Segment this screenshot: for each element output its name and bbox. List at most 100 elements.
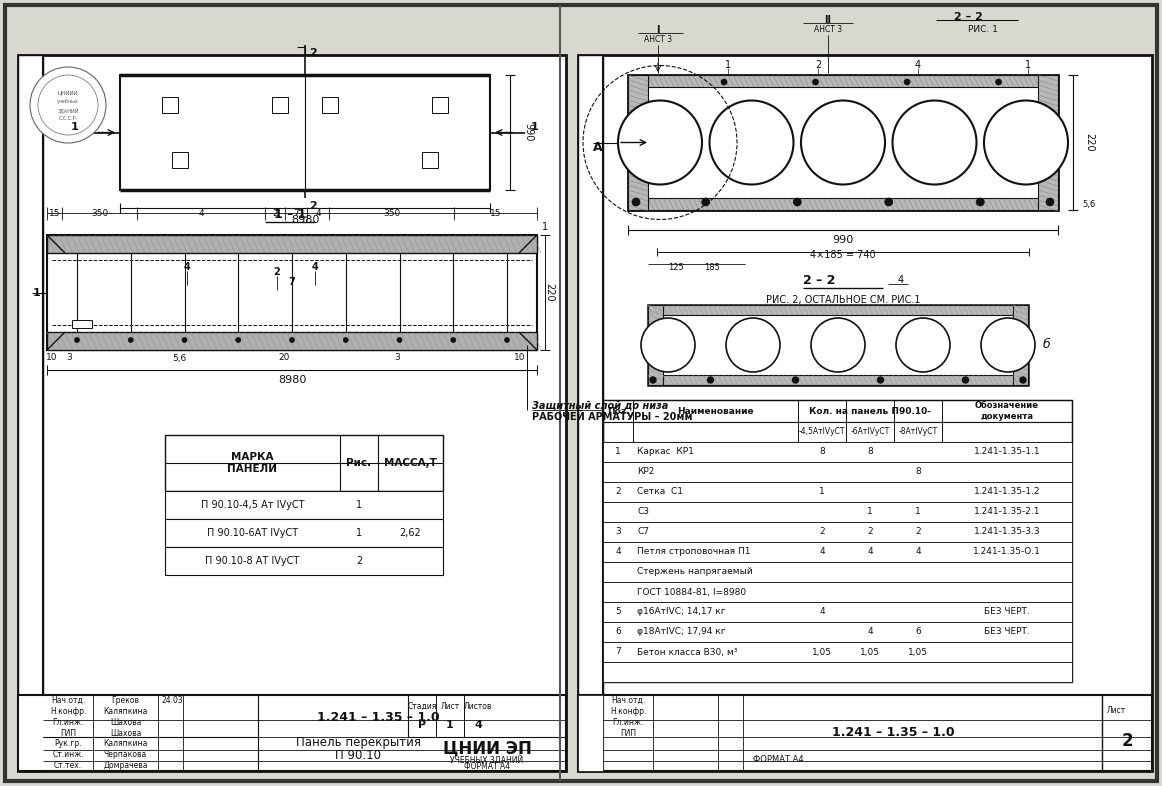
Text: 350: 350: [91, 208, 108, 218]
Circle shape: [896, 318, 951, 372]
Text: Ст.тех.: Ст.тех.: [53, 761, 83, 770]
Circle shape: [650, 377, 657, 383]
Text: Н.конфр.: Н.конфр.: [610, 707, 646, 716]
Text: 1.241 – 1.35 – 1.0: 1.241 – 1.35 – 1.0: [317, 711, 439, 725]
Text: 2 – 2: 2 – 2: [954, 12, 982, 22]
Circle shape: [632, 198, 640, 206]
Text: 2: 2: [356, 556, 363, 566]
Text: Петля строповочная П1: Петля строповочная П1: [637, 548, 751, 556]
Bar: [627, 75, 1057, 87]
Text: ФОРМАТ А4: ФОРМАТ А4: [753, 755, 803, 764]
Bar: [17, 55, 566, 771]
Text: Каляпкина: Каляпкина: [103, 707, 148, 716]
Text: 24.03: 24.03: [162, 696, 184, 705]
Bar: [603, 522, 1073, 542]
Text: Наименование: Наименование: [677, 406, 754, 416]
Text: ГИП: ГИП: [621, 729, 636, 737]
Text: 2,62: 2,62: [400, 528, 422, 538]
Text: БЕЗ ЧЕРТ.: БЕЗ ЧЕРТ.: [984, 627, 1030, 637]
Bar: [162, 97, 178, 113]
Text: РИС. 1: РИС. 1: [968, 25, 998, 35]
Text: 8980: 8980: [290, 215, 320, 225]
Text: 4: 4: [199, 208, 203, 218]
Text: 1,05: 1,05: [860, 648, 880, 656]
Text: 350: 350: [382, 208, 400, 218]
Text: 7: 7: [288, 277, 295, 287]
Bar: [72, 320, 92, 328]
Text: 1: 1: [356, 500, 363, 510]
Bar: [603, 602, 1073, 622]
Text: Нач.отд.: Нач.отд.: [51, 696, 85, 705]
Text: 8: 8: [916, 468, 920, 476]
Text: Листов: Листов: [464, 702, 493, 711]
Circle shape: [962, 377, 968, 383]
Text: Каркас  КР1: Каркас КР1: [637, 447, 694, 457]
Text: Обозначение
документа: Обозначение документа: [975, 402, 1039, 421]
Text: 3: 3: [66, 354, 72, 362]
Bar: [648, 305, 664, 385]
Text: 3: 3: [394, 354, 400, 362]
Circle shape: [236, 337, 241, 343]
Circle shape: [618, 101, 702, 185]
Text: 1: 1: [34, 288, 41, 297]
Circle shape: [996, 79, 1002, 85]
Bar: [46, 332, 537, 350]
Text: -4,5АтIVуСТ: -4,5АтIVуСТ: [798, 428, 845, 436]
Bar: [603, 400, 1073, 682]
Text: ЗДАНИЙ: ЗДАНИЙ: [57, 107, 79, 113]
Text: 2: 2: [272, 208, 278, 218]
Text: С.С.С.Р.: С.С.С.Р.: [58, 116, 78, 122]
Circle shape: [812, 79, 818, 85]
Bar: [603, 662, 1073, 682]
Circle shape: [722, 79, 727, 85]
Text: 3: 3: [615, 527, 621, 537]
Bar: [603, 422, 1073, 442]
Text: Стадия: Стадия: [408, 702, 437, 711]
Text: ГИП: ГИП: [60, 729, 76, 737]
Bar: [603, 642, 1073, 662]
Text: А: А: [593, 141, 603, 154]
Text: Шахова: Шахова: [110, 729, 142, 737]
Text: 4: 4: [184, 262, 191, 272]
Circle shape: [1020, 377, 1026, 383]
Text: Домрачева: Домрачева: [103, 761, 148, 770]
Text: Кол. на панель П90.10-: Кол. на панель П90.10-: [809, 406, 931, 416]
Bar: [322, 97, 338, 113]
Bar: [603, 622, 1073, 642]
Bar: [627, 198, 1057, 210]
Circle shape: [976, 198, 984, 206]
Text: 4×185 = 740: 4×185 = 740: [810, 250, 876, 260]
Text: Рук.гр.: Рук.гр.: [55, 740, 81, 748]
Text: Стержень напрягаемый: Стержень напрягаемый: [637, 567, 753, 576]
Text: Р: Р: [418, 721, 426, 730]
Bar: [627, 75, 648, 210]
Text: 4: 4: [819, 608, 825, 616]
Circle shape: [984, 101, 1068, 185]
Text: 8: 8: [867, 447, 873, 457]
Text: 10: 10: [514, 354, 525, 362]
Text: 990: 990: [832, 235, 854, 245]
Text: МАРКА
ПАНЕЛИ: МАРКА ПАНЕЛИ: [228, 452, 278, 474]
Text: 2: 2: [309, 201, 317, 211]
Text: 185: 185: [704, 263, 720, 273]
Circle shape: [128, 337, 134, 343]
Text: 1.241-1.35-О.1: 1.241-1.35-О.1: [973, 548, 1041, 556]
Circle shape: [74, 337, 79, 343]
Bar: [603, 442, 1073, 462]
Text: 2: 2: [309, 48, 317, 58]
Text: 2: 2: [815, 60, 822, 70]
Text: 15: 15: [489, 208, 501, 218]
Text: -6АтIVуСТ: -6АтIVуСТ: [851, 428, 890, 436]
Bar: [627, 75, 1057, 210]
Text: 5,6: 5,6: [172, 354, 187, 362]
Text: Поз.: Поз.: [607, 406, 629, 416]
Text: Каляпкина: Каляпкина: [103, 740, 148, 748]
Text: Нач.отд.: Нач.отд.: [611, 696, 645, 705]
Text: КР2: КР2: [637, 468, 654, 476]
Bar: [165, 519, 443, 547]
Text: 1,05: 1,05: [812, 648, 832, 656]
Text: 2 – 2: 2 – 2: [803, 274, 835, 287]
Text: 4: 4: [867, 548, 873, 556]
Text: Лист: Лист: [1107, 706, 1126, 714]
Bar: [46, 235, 537, 253]
